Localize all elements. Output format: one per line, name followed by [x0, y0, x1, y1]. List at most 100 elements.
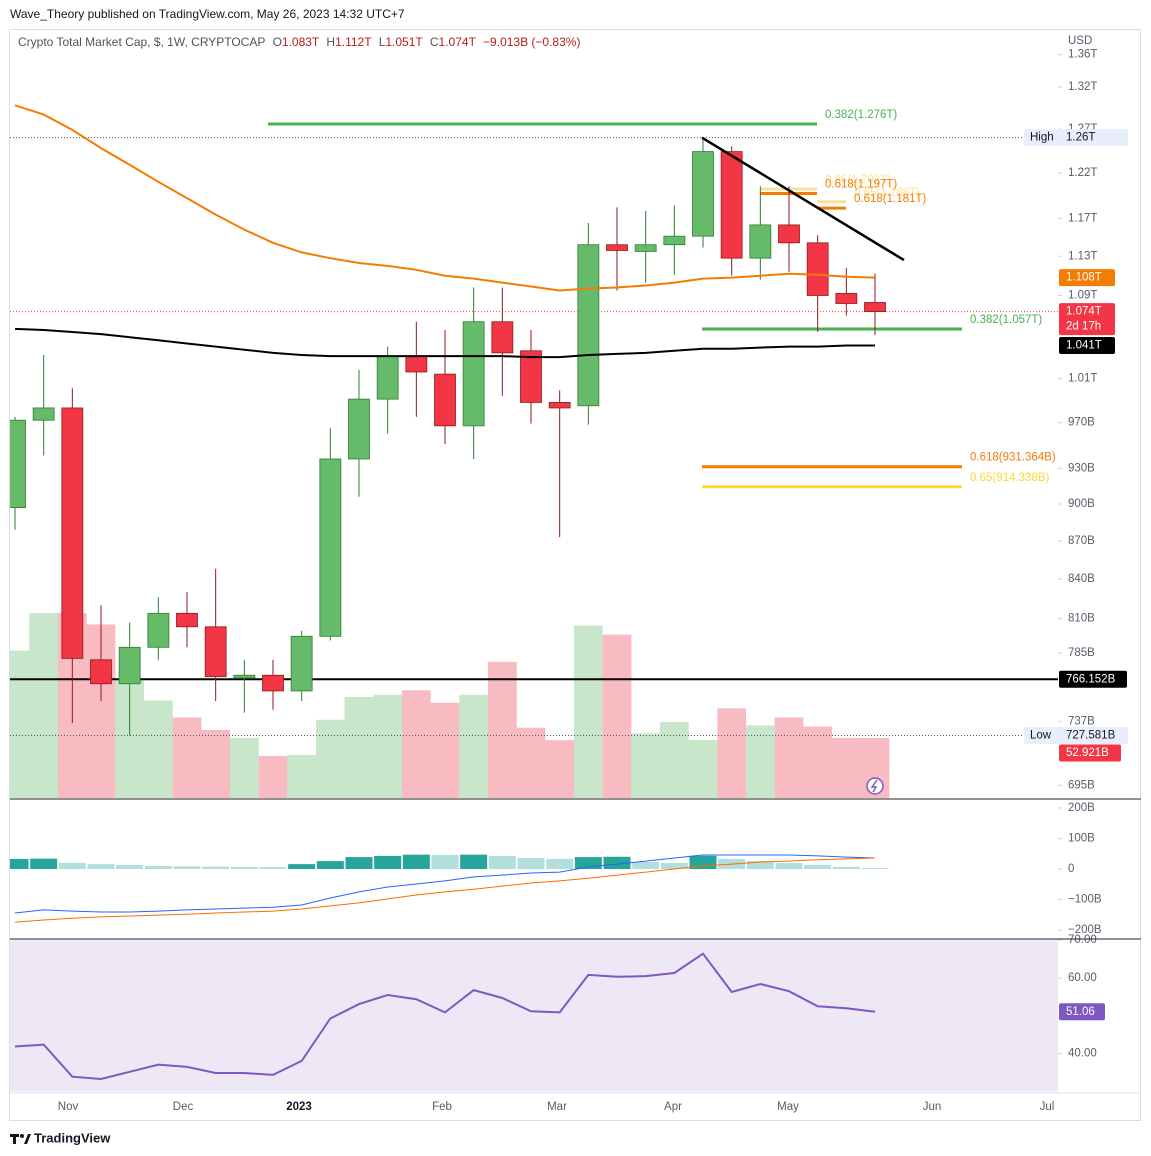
macd-histogram-bar [87, 864, 115, 869]
macd-histogram-bar [374, 855, 402, 869]
signal-line [14, 857, 876, 923]
rsi-pane [10, 940, 1058, 1092]
y-tick-label: 60.00 [1068, 972, 1097, 984]
open-value: 1.083T [282, 35, 320, 49]
change: −9.013B (−0.83%) [483, 35, 580, 49]
candle-body [634, 244, 657, 252]
countdown: 2d 17h [1066, 321, 1101, 333]
low-value: 1.051T [385, 35, 423, 49]
main-pane [10, 137, 1058, 798]
y-tick-label: 200B [1068, 802, 1095, 814]
volume-bar [717, 708, 747, 798]
macd-histogram-bar [517, 858, 545, 869]
macd-histogram-bar [861, 868, 889, 870]
y-tick-label: 0 [1068, 863, 1074, 875]
x-tick-label: Nov [58, 1101, 79, 1113]
macd-histogram-bar [546, 858, 574, 869]
moving-average [14, 104, 876, 292]
macd-histogram-bar [488, 855, 516, 869]
fib-label: 0.65(914.338B) [970, 472, 1049, 484]
macd-histogram-bar [173, 866, 201, 869]
publisher-line: Wave_Theory published on TradingView.com… [10, 7, 405, 21]
rsi-badge: 51.06 [1066, 1006, 1095, 1018]
macd-histogram-bar [316, 861, 344, 869]
macd-histogram-bar [10, 858, 29, 869]
y-tick-label: 900B [1068, 498, 1095, 510]
rsi-badge-bg [1059, 1003, 1105, 1021]
fib-label: 0.382(1.276T) [825, 109, 897, 121]
macd-histogram-bar [775, 862, 803, 869]
candle-body [577, 244, 600, 407]
candle-body [864, 302, 886, 312]
volume-bar [143, 700, 173, 798]
currency: USD [1068, 35, 1092, 47]
x-tick-label: Apr [664, 1101, 682, 1113]
x-tick-label: Jul [1040, 1101, 1055, 1113]
volume-bar [631, 733, 661, 798]
candle-body [548, 402, 571, 409]
macd-histogram-bar [460, 854, 488, 869]
macd-histogram-bar [345, 857, 373, 869]
volume-bar [10, 650, 30, 798]
horizontal-line-badge: 766.152B [1066, 673, 1116, 685]
y-tick-label: 70.00 [1068, 934, 1097, 946]
macd-histogram-bar [30, 858, 58, 869]
fib-label: 0.618(1.197T) [825, 179, 897, 191]
y-tick-label: 695B [1068, 779, 1095, 791]
last-price-bg [1059, 303, 1115, 336]
y-tick-label: 810B [1068, 613, 1095, 625]
volume-bar [459, 694, 489, 798]
trendline [701, 136, 905, 262]
volume-bar [373, 694, 403, 798]
low-marker-label: Low [1030, 730, 1052, 742]
volume-badge-bg [1059, 744, 1121, 762]
candle-body [835, 293, 858, 304]
y-tick-label: −100B [1068, 894, 1102, 906]
close-label: C [430, 35, 439, 49]
last-price: 1.074T [1066, 306, 1102, 318]
footer-logo-icon [10, 1134, 31, 1144]
x-tick-label: Jun [923, 1101, 942, 1113]
x-tick-label: Mar [547, 1101, 567, 1113]
y-tick-label: 970B [1068, 416, 1095, 428]
candle-body [290, 635, 313, 692]
volume-bar [287, 754, 317, 798]
candle-body [90, 659, 112, 685]
candle-body [520, 350, 542, 403]
price-pane [10, 104, 1058, 736]
candle-body [491, 321, 514, 354]
candle-body [749, 224, 772, 259]
volume-bar [172, 717, 202, 798]
volume-icon [866, 777, 884, 795]
high-marker-label: High [1030, 132, 1054, 144]
macd-histogram-bar [259, 867, 287, 869]
volume-bar [745, 725, 775, 798]
volume-bar [803, 726, 833, 798]
macd-histogram-bar [116, 865, 144, 869]
candle-body [204, 626, 227, 678]
open-label: O [273, 35, 282, 49]
y-tick-label: 100B [1068, 833, 1095, 845]
macd-histogram-bar [144, 865, 172, 869]
low-label: L [379, 35, 386, 49]
candle-body [692, 151, 714, 237]
candle-body [806, 242, 829, 296]
high-label: H [326, 35, 335, 49]
candle-body [663, 235, 686, 246]
candle-body [376, 355, 399, 400]
volume-bar [516, 727, 546, 798]
footer-logo: TradingView [34, 1130, 111, 1145]
fib-label: 0.618(1.181T) [854, 193, 926, 205]
volume-bar [229, 737, 259, 798]
x-tick-label: May [777, 1101, 799, 1113]
macd-histogram-bar [632, 861, 660, 869]
macd-histogram-bar [202, 866, 230, 869]
legend: Crypto Total Market Cap, $, 1W, CRYPTOCA… [18, 35, 580, 49]
x-tick-label: Feb [432, 1101, 452, 1113]
volume-bar [401, 690, 431, 798]
y-tick-label: 930B [1068, 462, 1095, 474]
macd-histogram-bar [603, 856, 631, 869]
ma-badge: 1.041T [1066, 340, 1102, 352]
